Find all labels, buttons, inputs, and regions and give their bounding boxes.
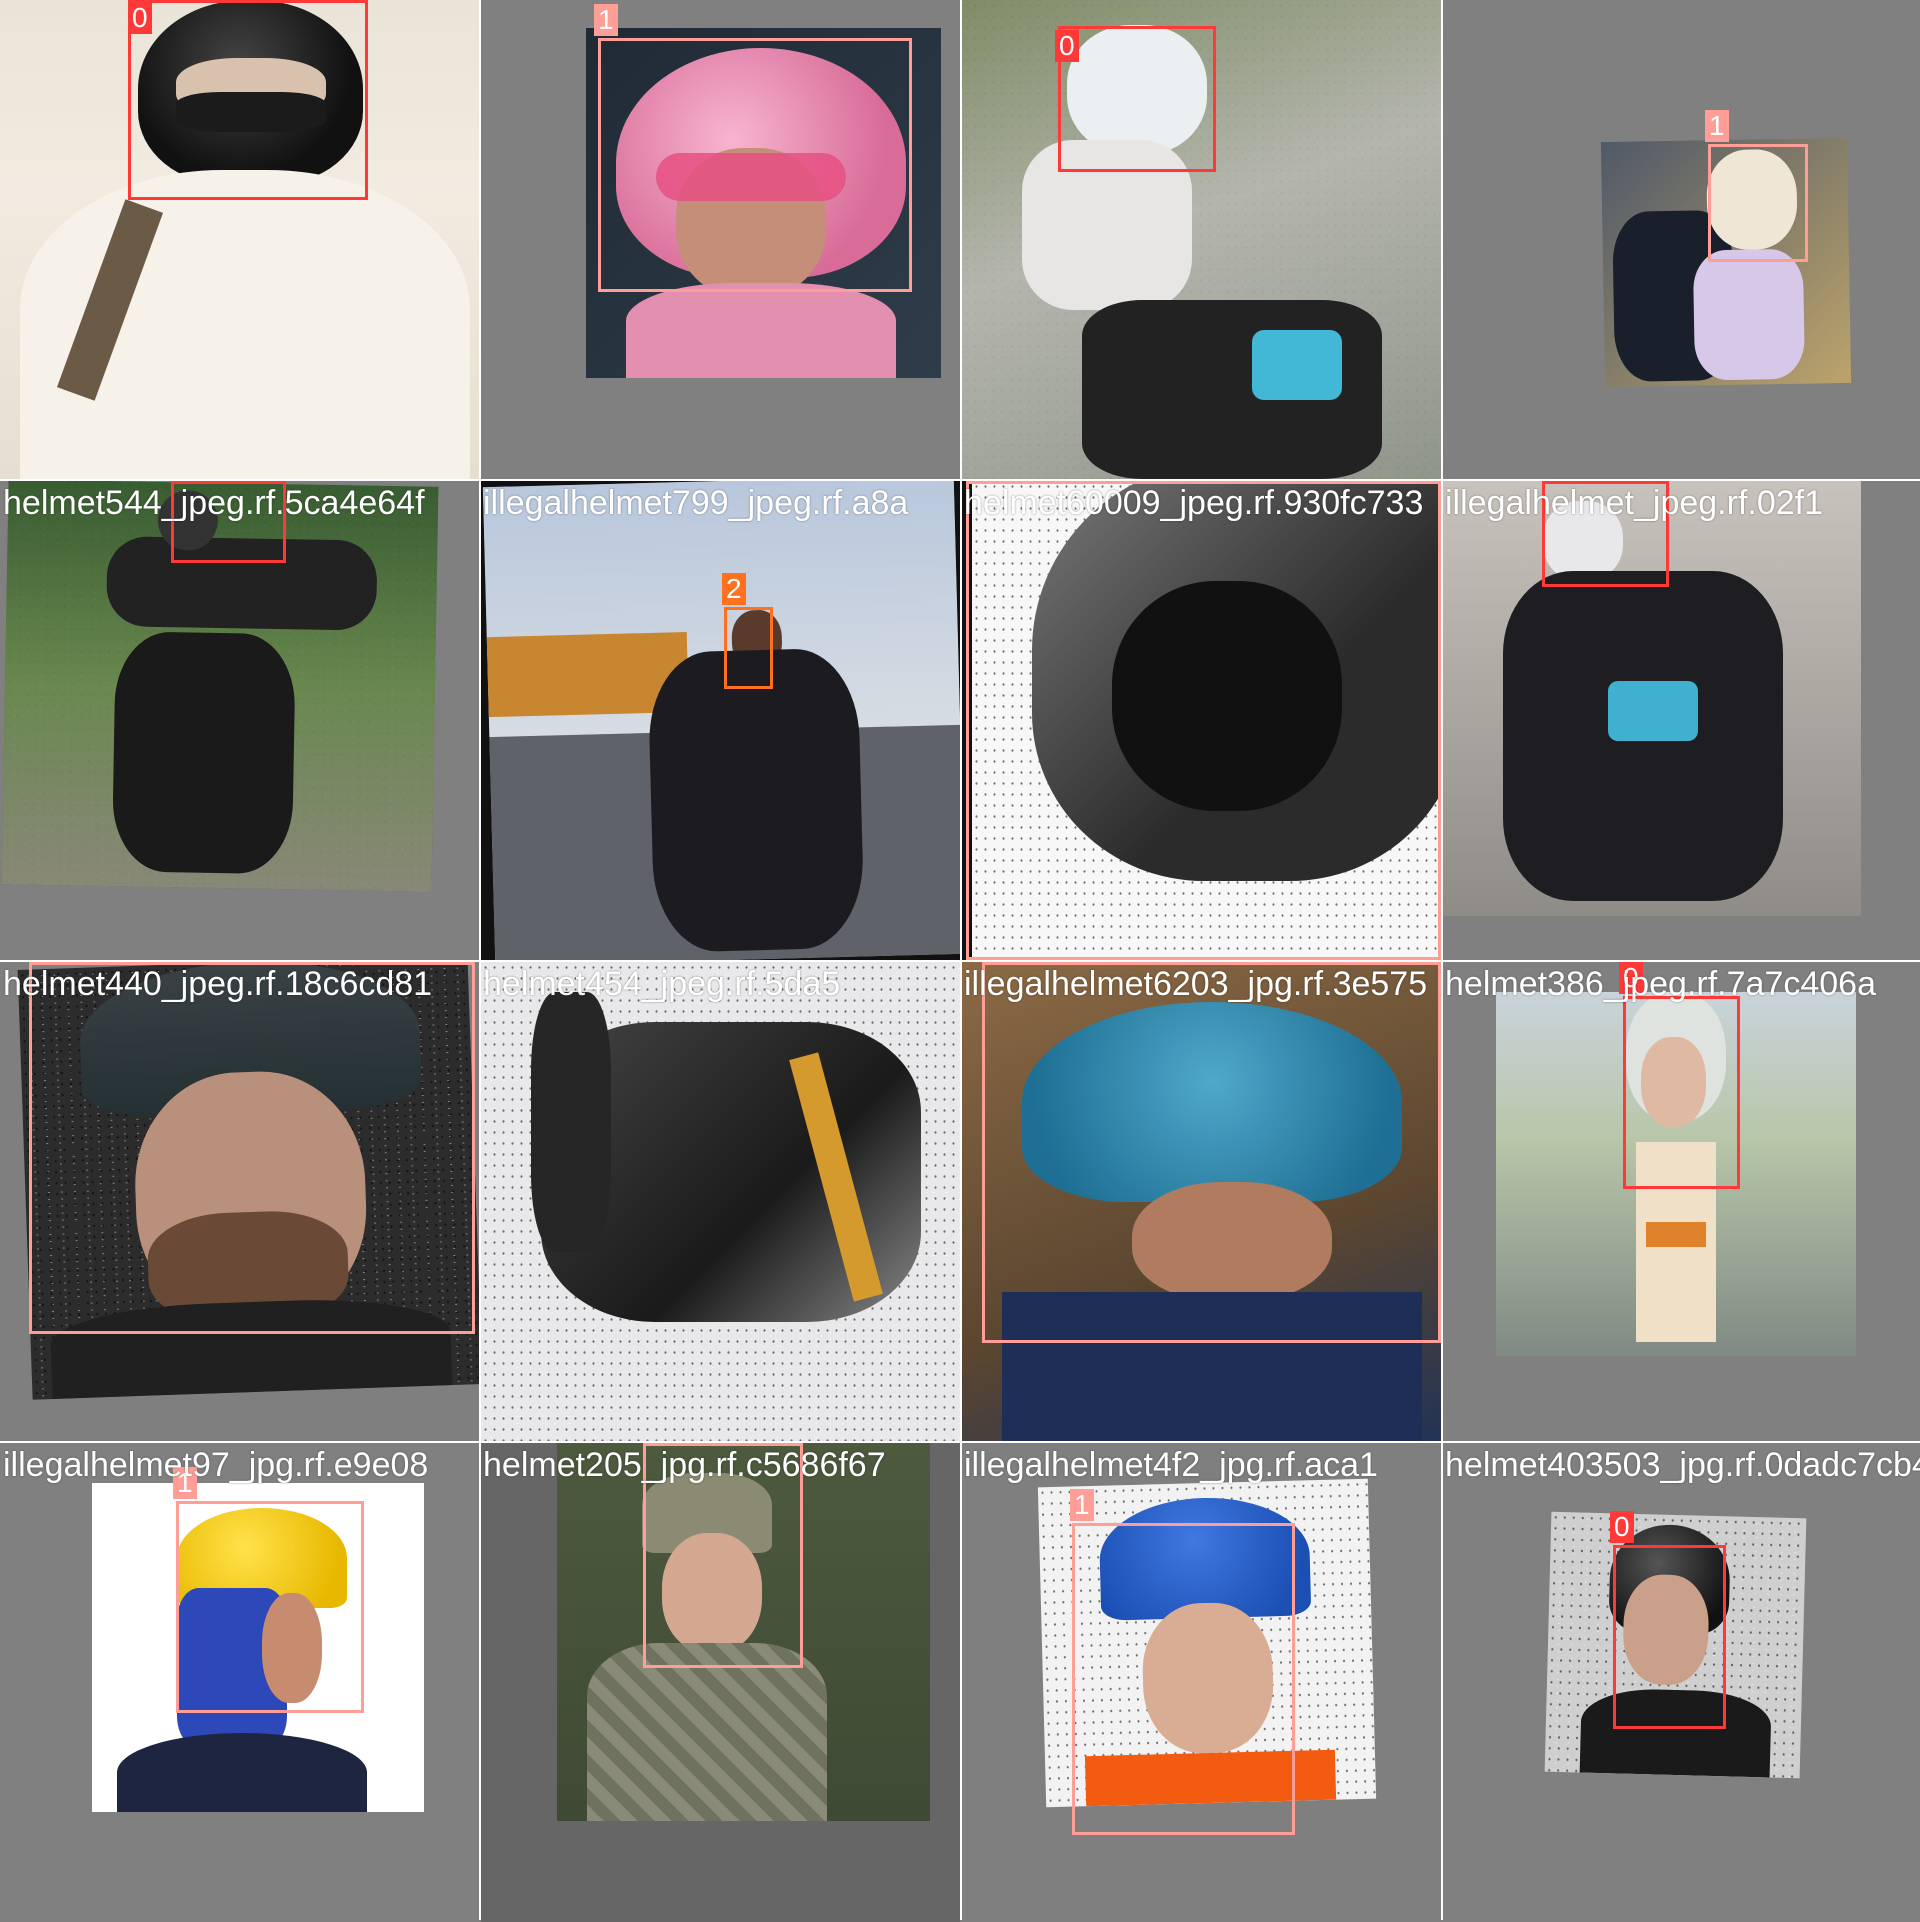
class-label: 0	[1055, 30, 1079, 62]
image-filename: helmet60009_jpeg.rf.930fc733	[964, 484, 1424, 522]
photo-soldier-cap	[557, 1443, 930, 1821]
image-filename: helmet544_jpeg.rf.5ca4e64f	[3, 484, 425, 522]
photo-motorcycle-engine	[481, 962, 960, 1441]
photo-rider-white-helmet	[962, 0, 1441, 479]
image-filename: illegalhelmet799_jpeg.rf.a8a	[483, 484, 909, 522]
class-label: 0	[1619, 962, 1643, 994]
photo-bike-helmet-closeup	[972, 481, 1441, 960]
image-filename: helmet454_jpeg.rf.5da5	[483, 965, 841, 1003]
image-filename: illegalhelmet_jpeg.rf.02f1	[1445, 484, 1824, 522]
tile-16: 0 helmet403503_jpg.rf.0dadc7cb4c	[1443, 1443, 1920, 1922]
class-label: 1	[1070, 1489, 1094, 1521]
detection-box	[1708, 144, 1808, 262]
tile-11: 1 illegalhelmet6203_jpg.rf.3e575	[962, 962, 1441, 1441]
tile-15: 1 illegalhelmet4f2_jpg.rf.aca1	[962, 1443, 1441, 1922]
photo-woman-white-helmet	[1496, 992, 1856, 1356]
tile-14: 1 helmet205_jpg.rf.c5686f67	[481, 1443, 960, 1922]
tile-10: helmet454_jpeg.rf.5da5	[481, 962, 960, 1441]
tile-13: 1 illegalhelmet97_jpg.rf.e9e08	[0, 1443, 479, 1922]
image-filename: illegalhelmet97_jpg.rf.e9e08	[3, 1446, 429, 1484]
class-label: 0	[1610, 1511, 1634, 1543]
photo-yellow-hard-hat	[92, 1483, 424, 1812]
class-label: 1	[1705, 110, 1729, 142]
grid-line-horizontal	[0, 960, 1920, 962]
detection-box	[724, 607, 773, 689]
tile-7: 1 helmet60009_jpeg.rf.930fc733	[962, 481, 1441, 960]
class-label: 1	[594, 4, 618, 36]
photo-woman-black-helmet	[0, 0, 479, 479]
photo-couple-on-bike	[1443, 481, 1861, 916]
tile-1: 0	[0, 0, 479, 479]
class-label: 1	[173, 1467, 197, 1499]
photo-rider-no-helmet	[482, 481, 960, 960]
detection-box	[982, 962, 1441, 1343]
detection-box	[1623, 996, 1740, 1189]
tile-3: 0	[962, 0, 1441, 479]
detection-box	[1058, 26, 1216, 172]
detection-box	[29, 962, 475, 1334]
image-filename: helmet386_jpeg.rf.7a7c406a	[1445, 965, 1876, 1003]
detection-box	[176, 1501, 364, 1713]
detection-box	[1542, 481, 1669, 587]
image-filename: illegalhelmet6203_jpg.rf.3e575	[964, 965, 1428, 1003]
grid-line-horizontal	[0, 479, 1920, 481]
image-filename: helmet440_jpeg.rf.18c6cd81	[3, 965, 433, 1003]
photo-blue-bike-helmet	[962, 962, 1441, 1441]
tile-9: 1 helmet440_jpeg.rf.18c6cd81	[0, 962, 479, 1441]
grid-line-horizontal	[0, 1441, 1920, 1443]
tile-2: 1	[481, 0, 960, 479]
detection-box	[171, 481, 286, 563]
image-filename: illegalhelmet4f2_jpg.rf.aca1	[964, 1446, 1378, 1484]
detection-box	[598, 38, 912, 292]
detection-box	[966, 481, 1441, 960]
class-label: 0	[128, 2, 152, 34]
class-label: 2	[722, 573, 746, 605]
detection-box	[643, 1443, 803, 1668]
image-filename: helmet403503_jpg.rf.0dadc7cb4c	[1445, 1446, 1920, 1484]
detection-box	[1072, 1523, 1295, 1835]
tile-8: 0 illegalhelmet_jpeg.rf.02f1	[1443, 481, 1920, 960]
tile-6: 2 illegalhelmet799_jpeg.rf.a8a	[481, 481, 960, 960]
detection-box	[128, 0, 368, 200]
tile-4: 1	[1443, 0, 1920, 479]
tile-12: 0 helmet386_jpeg.rf.7a7c406a	[1443, 962, 1920, 1441]
detection-box	[1613, 1545, 1726, 1729]
tile-5: 0 helmet544_jpeg.rf.5ca4e64f	[0, 481, 479, 960]
image-filename: helmet205_jpg.rf.c5686f67	[483, 1446, 886, 1484]
photo-pink-helmet	[586, 28, 941, 378]
